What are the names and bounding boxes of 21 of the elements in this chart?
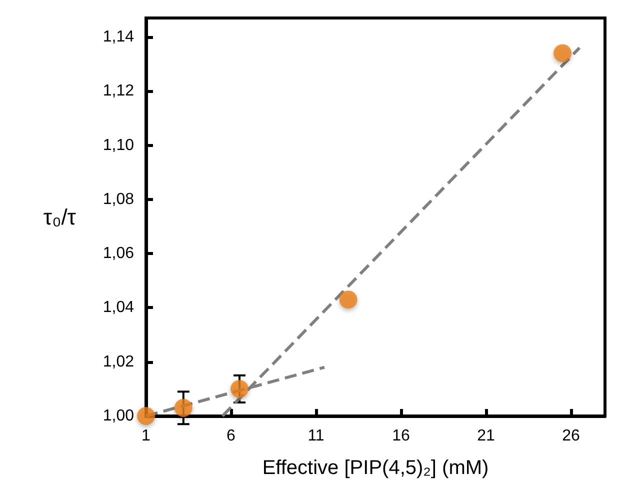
- y-tick-label: 1,02: [102, 353, 134, 370]
- x-axis-title: Effective [PIP(4,5)₂] (mM): [262, 457, 489, 479]
- y-tick-label: 1,06: [102, 245, 134, 262]
- point: [174, 398, 192, 417]
- x-tick-label: 6: [226, 428, 236, 444]
- point: [339, 290, 358, 309]
- y-tick-label: 1,00: [102, 408, 134, 424]
- y-axis-title: τ₀/τ: [43, 204, 76, 230]
- y-tick-label: 1,10: [102, 136, 134, 154]
- x-tick-label: 26: [562, 428, 580, 444]
- y-tick-label: 1,04: [102, 299, 134, 316]
- x-tick-label: 16: [392, 428, 410, 444]
- y-tick-label: 1,12: [102, 82, 134, 100]
- point: [230, 380, 248, 398]
- point: [554, 44, 572, 62]
- y-tick-label: 1,14: [102, 28, 134, 46]
- y-tick-label: 1,08: [102, 190, 134, 208]
- x-tick-label: 21: [477, 428, 495, 444]
- x-tick-label: 11: [308, 428, 324, 444]
- point: [137, 407, 155, 425]
- x-tick-label: 1: [142, 428, 151, 444]
